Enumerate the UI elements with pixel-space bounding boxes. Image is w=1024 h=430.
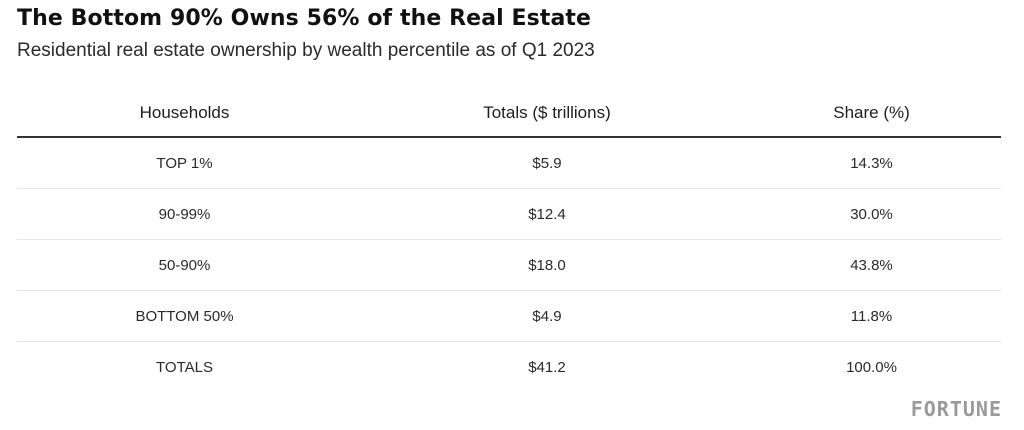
- cell-households: BOTTOM 50%: [17, 290, 352, 342]
- column-header-households: Households: [17, 90, 352, 138]
- table-row-totals: TOTALS $41.2 100.0%: [17, 342, 1001, 393]
- cell-households: TOTALS: [156, 358, 213, 376]
- table-row: BOTTOM 50% $4.9 11.8%: [17, 290, 1001, 342]
- chart-subtitle: Residential real estate ownership by wea…: [17, 40, 595, 61]
- table-row: TOP 1% $5.9 14.3%: [17, 137, 1001, 189]
- cell-total: $18.0: [352, 239, 742, 291]
- cell-share: 11.8%: [742, 290, 1001, 342]
- cell-total: $5.9: [352, 137, 742, 189]
- cell-households: 90-99%: [17, 188, 352, 240]
- cell-households: 50-90%: [17, 239, 352, 291]
- header-row: Households Totals ($ trillions) Share (%…: [17, 90, 1001, 138]
- cell-households: TOP 1%: [17, 137, 352, 189]
- fortune-logo: FORTUNE: [910, 397, 1002, 421]
- cell-total: $4.9: [352, 290, 742, 342]
- table-row: 90-99% $12.4 30.0%: [17, 188, 1001, 240]
- cell-share: 14.3%: [742, 137, 1001, 189]
- column-header-totals: Totals ($ trillions): [352, 90, 742, 138]
- cell-share: 100.0%: [846, 358, 897, 376]
- cell-total: $12.4: [352, 188, 742, 240]
- cell-total: $41.2: [528, 358, 566, 376]
- cell-share: 43.8%: [742, 239, 1001, 291]
- cell-share: 30.0%: [742, 188, 1001, 240]
- column-header-share: Share (%): [742, 90, 1001, 138]
- data-table: Households Totals ($ trillions) Share (%…: [17, 90, 1001, 392]
- chart-title: The Bottom 90% Owns 56% of the Real Esta…: [17, 6, 592, 31]
- table-row: 50-90% $18.0 43.8%: [17, 239, 1001, 291]
